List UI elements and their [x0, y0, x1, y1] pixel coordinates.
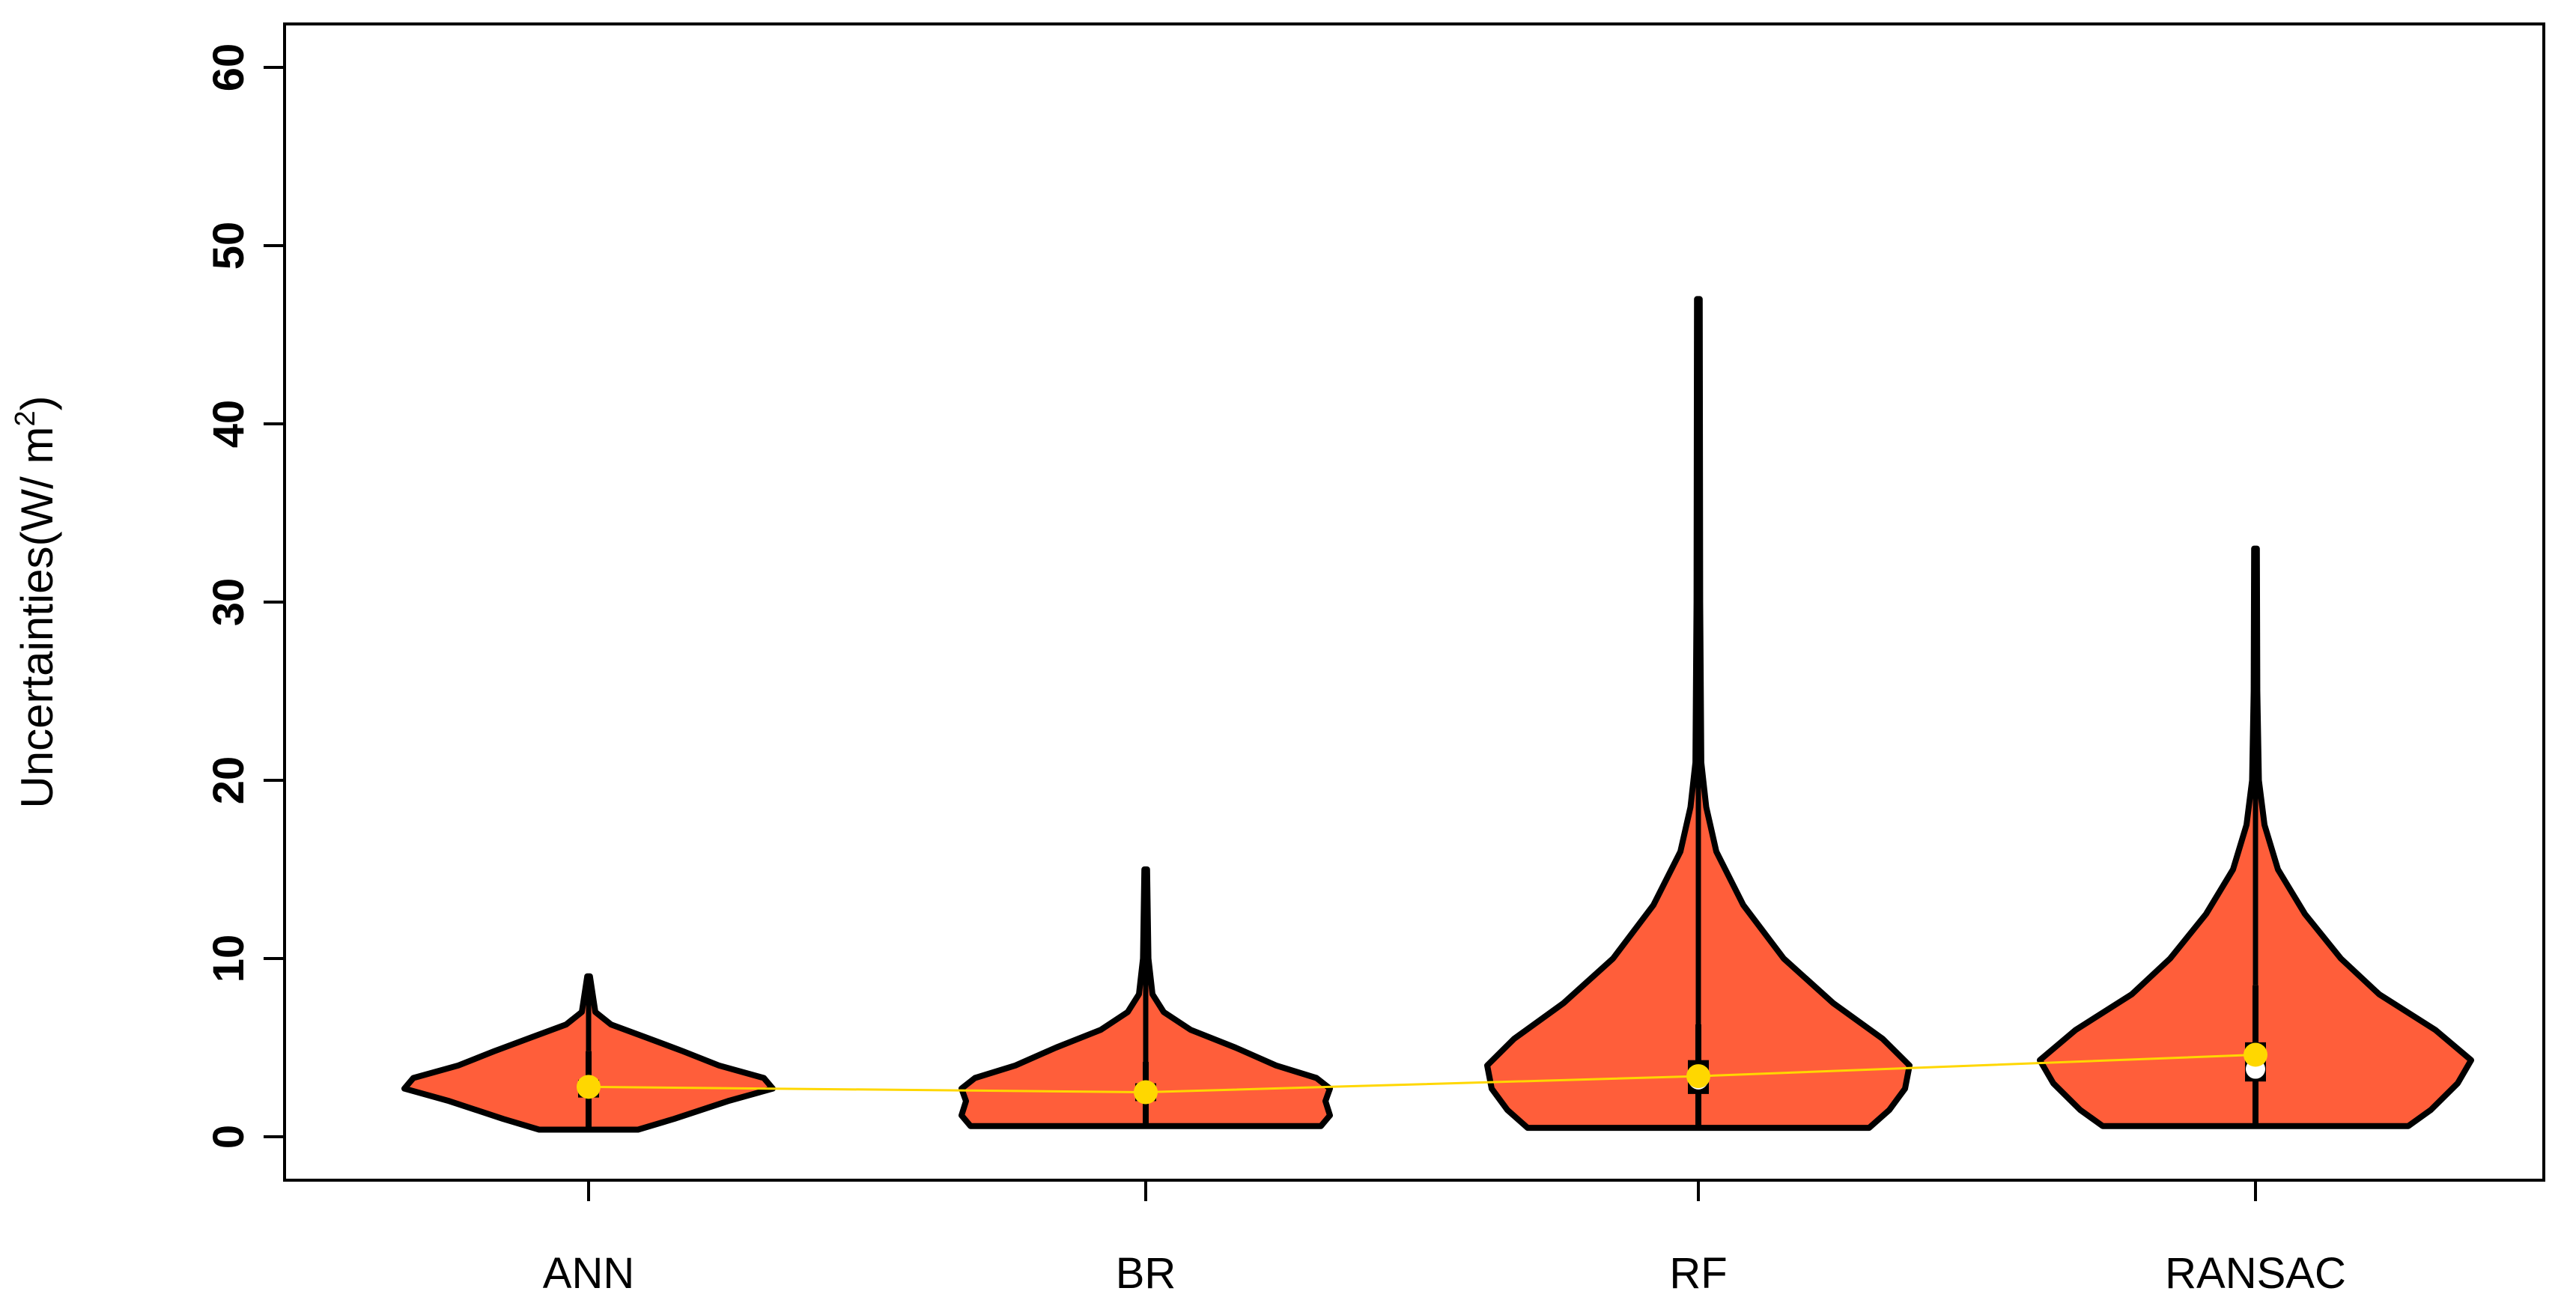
x-axis: ANN BR RF RANSAC [543, 1180, 2346, 1298]
y-tick-label: 40 [204, 400, 253, 449]
y-tick-label: 30 [204, 578, 253, 627]
violin-ransac [2037, 545, 2474, 1129]
mean-point-rf [1686, 1064, 1710, 1089]
y-axis: 0 10 20 30 40 50 60 [204, 43, 285, 1149]
y-tick-label: 50 [204, 222, 253, 270]
y-axis-label: Uncertainties(W/ m2) [10, 395, 62, 808]
mean-point-ann [577, 1075, 601, 1099]
plot-area [401, 296, 2474, 1133]
x-tick-label-ann: ANN [543, 1249, 634, 1298]
y-tick-label: 60 [204, 43, 253, 92]
y-axis-label-close: ) [12, 395, 62, 410]
x-tick-label-rf: RF [1669, 1249, 1727, 1298]
mean-point-br [1134, 1080, 1158, 1105]
x-tick-label-ransac: RANSAC [2165, 1249, 2346, 1298]
y-tick-label: 10 [204, 935, 253, 983]
y-axis-label-superscript: 2 [10, 410, 41, 426]
y-tick-label: 0 [204, 1125, 253, 1149]
mean-point-ransac [2244, 1042, 2267, 1067]
mean-line [588, 1054, 2256, 1094]
y-tick-label: 20 [204, 756, 253, 805]
x-tick-label-br: BR [1116, 1249, 1176, 1298]
